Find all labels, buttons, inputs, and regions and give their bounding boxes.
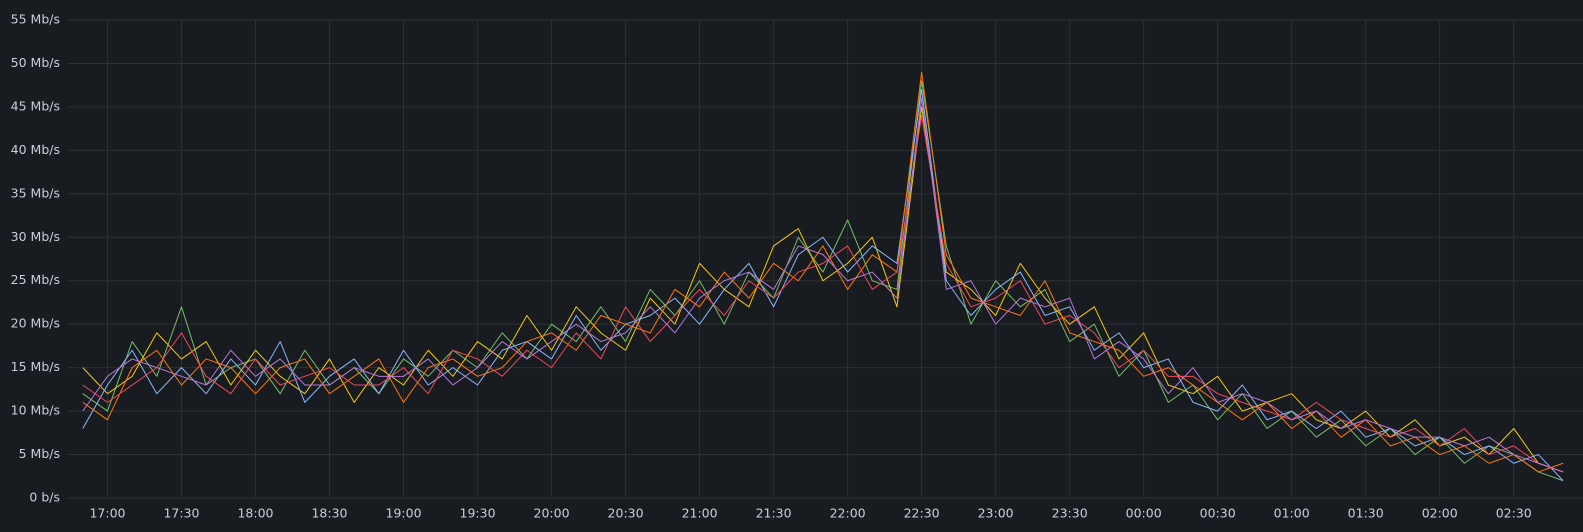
x-tick-label: 23:30 (1052, 506, 1088, 521)
y-tick-label: 20 Mb/s (11, 316, 60, 331)
series-line (82, 89, 1564, 481)
y-tick-label: 40 Mb/s (11, 142, 60, 157)
x-tick-label: 21:30 (756, 506, 792, 521)
x-tick-label: 21:00 (682, 506, 718, 521)
y-tick-label: 5 Mb/s (19, 446, 60, 461)
x-tick-label: 19:30 (460, 506, 496, 521)
y-tick-label: 15 Mb/s (11, 359, 60, 374)
x-tick-label: 17:30 (163, 506, 199, 521)
y-tick-label: 35 Mb/s (11, 185, 60, 200)
y-tick-label: 0 b/s (29, 490, 60, 505)
x-tick-label: 18:00 (237, 506, 273, 521)
y-tick-label: 10 Mb/s (11, 403, 60, 418)
x-tick-label: 17:00 (89, 506, 125, 521)
x-tick-label: 02:30 (1496, 506, 1532, 521)
x-tick-label: 18:30 (311, 506, 347, 521)
x-tick-label: 22:00 (830, 506, 866, 521)
series-line (82, 97, 1564, 473)
y-tick-label: 25 Mb/s (11, 272, 60, 287)
x-tick-label: 20:00 (534, 506, 570, 521)
x-tick-label: 23:00 (978, 506, 1014, 521)
x-tick-label: 01:00 (1274, 506, 1310, 521)
x-tick-label: 00:00 (1126, 506, 1162, 521)
x-tick-label: 20:30 (608, 506, 644, 521)
y-tick-label: 30 Mb/s (11, 229, 60, 244)
series-line (82, 115, 1564, 473)
y-tick-label: 45 Mb/s (11, 98, 60, 113)
x-tick-label: 19:00 (386, 506, 422, 521)
y-tick-label: 50 Mb/s (11, 55, 60, 70)
x-tick-label: 01:30 (1348, 506, 1384, 521)
series-line (82, 106, 1564, 473)
x-tick-label: 02:00 (1422, 506, 1458, 521)
y-tick-label: 55 Mb/s (11, 12, 60, 27)
x-tick-label: 00:30 (1200, 506, 1236, 521)
x-tick-label: 22:30 (904, 506, 940, 521)
